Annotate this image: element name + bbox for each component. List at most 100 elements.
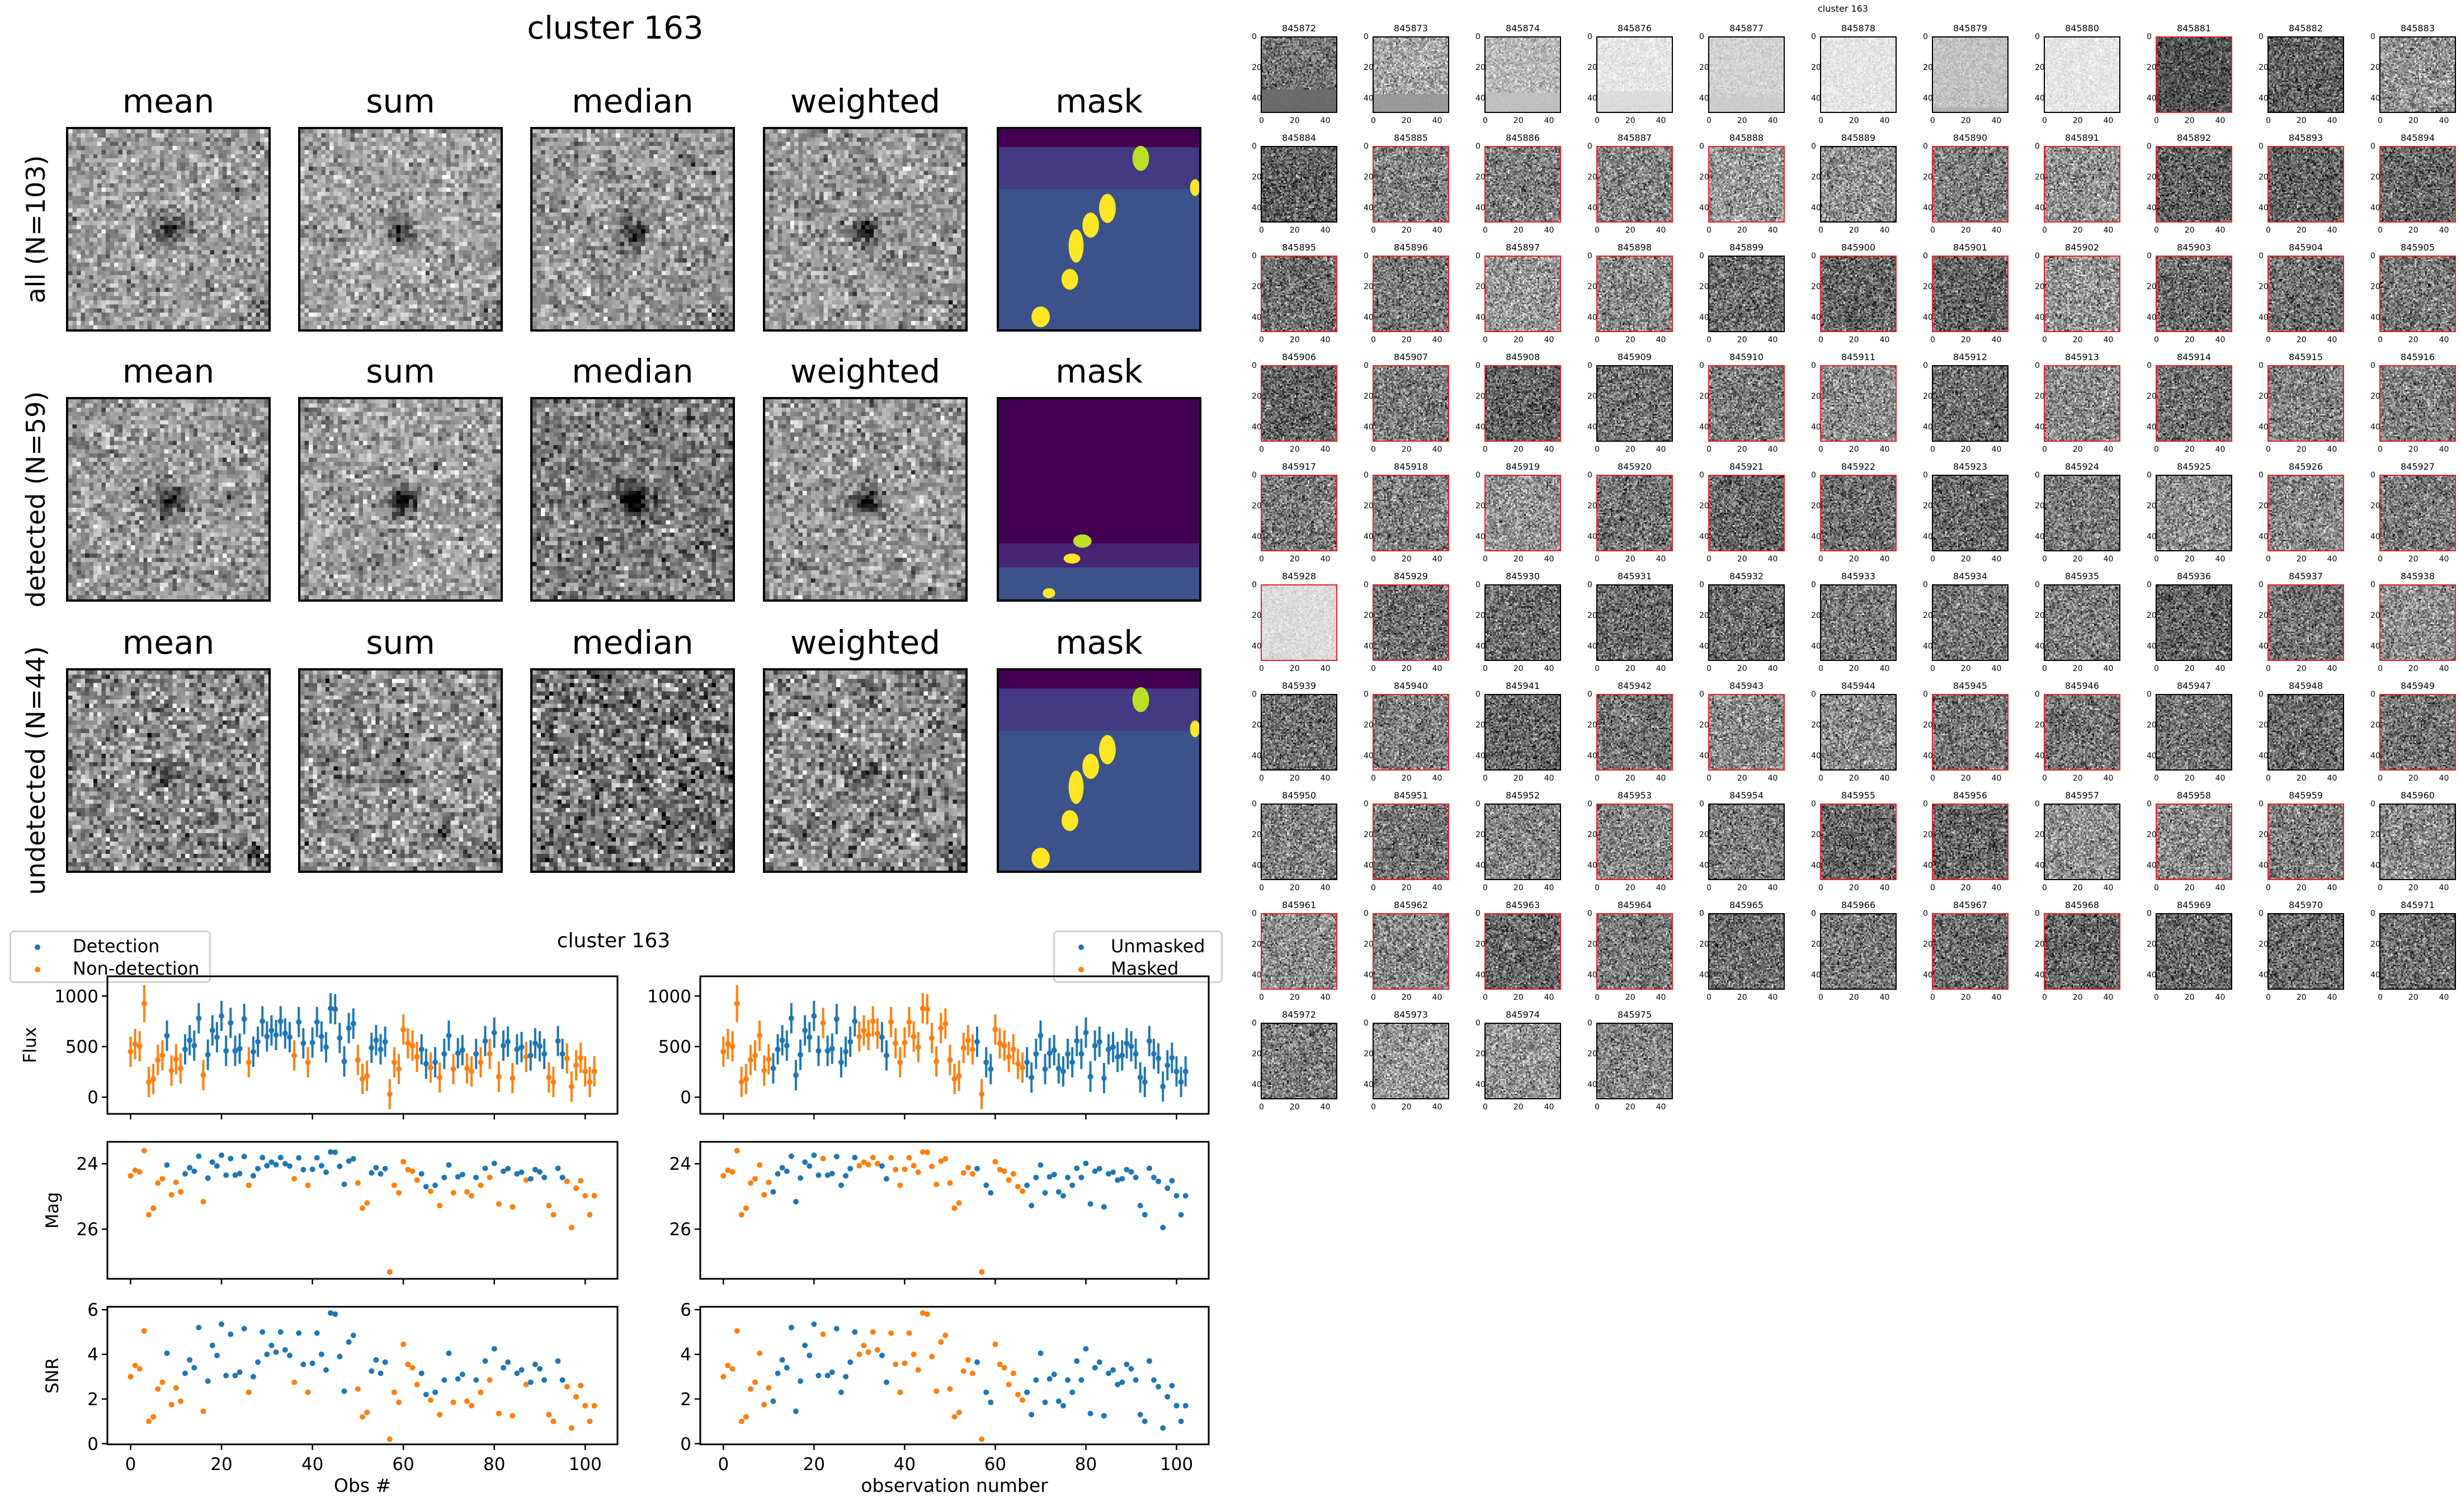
thumbnail[interactable] (1932, 36, 2009, 113)
thumbnail[interactable] (1261, 694, 1337, 771)
data-point-mag (305, 1182, 311, 1188)
data-point-flux (346, 1025, 352, 1031)
thumbnail-detected[interactable] (1261, 584, 1337, 661)
thumbnail[interactable] (2267, 36, 2344, 113)
thumbnail-detected[interactable] (1820, 256, 1897, 332)
thumbnail[interactable] (1484, 804, 1561, 880)
thumbnail[interactable] (1261, 146, 1337, 223)
image-pixels (765, 399, 965, 599)
thumbnail[interactable] (2156, 694, 2232, 771)
thumbnail[interactable] (2044, 584, 2120, 661)
thumbnail-detected[interactable] (1596, 256, 1673, 332)
thumbnail[interactable] (1484, 694, 1561, 771)
thumbnail-detected[interactable] (2379, 256, 2456, 332)
data-point-flux (437, 1074, 443, 1080)
thumbnail[interactable] (1708, 584, 1785, 661)
thumbnail-detected[interactable] (1820, 365, 1897, 442)
thumbnail[interactable] (2267, 694, 2344, 771)
thumbnail-detected[interactable] (1373, 475, 1449, 551)
thumbnail-detected[interactable] (2379, 365, 2456, 442)
thumbnail-detected[interactable] (2267, 365, 2344, 442)
thumbnail-detected[interactable] (1596, 804, 1673, 880)
thumbnail-detected[interactable] (2379, 475, 2456, 551)
thumbnail-detected[interactable] (1596, 475, 1673, 551)
thumbnail[interactable] (2379, 36, 2456, 113)
thumbnail-detected[interactable] (1596, 146, 1673, 223)
thumbnail-detected[interactable] (1932, 694, 2009, 771)
thumbnail-detected[interactable] (1484, 475, 1561, 551)
thumbnail[interactable] (2044, 36, 2120, 113)
thumbnail[interactable] (1932, 365, 2009, 442)
thumbnail[interactable] (1820, 694, 1897, 771)
thumbnail-y-tick: 40 (1475, 313, 1486, 322)
thumbnail[interactable] (1708, 804, 1785, 880)
thumbnail[interactable] (1484, 36, 1561, 113)
thumbnail-detected[interactable] (2044, 256, 2120, 332)
thumbnail[interactable] (1708, 256, 1785, 332)
thumbnail[interactable] (2156, 475, 2232, 551)
thumbnail-detected[interactable] (2379, 694, 2456, 771)
thumbnail[interactable] (1820, 584, 1897, 661)
thumbnail-x-tick: 0 (1930, 555, 1935, 564)
thumbnail-detected[interactable] (2379, 584, 2456, 661)
thumbnail-detected[interactable] (1261, 365, 1337, 442)
thumbnail-detected[interactable] (1708, 146, 1785, 223)
thumbnail-detected[interactable] (2044, 365, 2120, 442)
thumbnail[interactable] (1596, 365, 1673, 442)
thumbnail-detected[interactable] (2156, 256, 2232, 332)
data-point-mag (879, 1163, 885, 1169)
thumbnail-x-tick: 20 (1513, 883, 1524, 892)
thumbnail-detected[interactable] (1484, 365, 1561, 442)
thumbnail-detected[interactable] (2156, 36, 2232, 113)
thumbnail-detected[interactable] (1373, 146, 1449, 223)
thumbnail-x-tick: 0 (1259, 445, 1264, 454)
data-point-mag (191, 1168, 197, 1174)
thumbnail-x-tick: 40 (1432, 445, 1442, 454)
thumbnail[interactable] (1261, 36, 1337, 113)
thumbnail[interactable] (2156, 584, 2232, 661)
thumbnail-detected[interactable] (1708, 694, 1785, 771)
data-point-snr (591, 1402, 597, 1409)
thumbnail[interactable] (1708, 36, 1785, 113)
thumbnail-detected[interactable] (1484, 256, 1561, 332)
thumbnail-detected[interactable] (2156, 146, 2232, 223)
data-point-snr (405, 1362, 411, 1368)
thumbnail-detected[interactable] (1708, 365, 1785, 442)
thumbnail-detected[interactable] (2267, 475, 2344, 551)
thumbnail[interactable] (1932, 584, 2009, 661)
thumbnail-detected[interactable] (1373, 365, 1449, 442)
thumbnail-detected[interactable] (1373, 256, 1449, 332)
thumbnail-detected[interactable] (1261, 475, 1337, 551)
stack-image-sum (298, 397, 503, 602)
data-point-mag (150, 1205, 157, 1211)
thumbnail-detected[interactable] (1708, 475, 1785, 551)
thumbnail-detected[interactable] (2267, 146, 2344, 223)
thumbnail-detected[interactable] (2267, 256, 2344, 332)
thumbnail-detected[interactable] (2156, 365, 2232, 442)
thumbnail-detected[interactable] (1932, 146, 2009, 223)
thumbnail-detected[interactable] (2267, 584, 2344, 661)
thumbnail-detected[interactable] (1596, 694, 1673, 771)
thumbnail-detected[interactable] (1484, 146, 1561, 223)
thumbnail-detected[interactable] (1261, 256, 1337, 332)
thumbnail-detected[interactable] (1373, 584, 1449, 661)
thumbnail-detected[interactable] (1820, 475, 1897, 551)
thumbnail[interactable] (1373, 36, 1449, 113)
thumbnail-detected[interactable] (2044, 694, 2120, 771)
thumbnail-detected[interactable] (1373, 804, 1449, 880)
thumbnail[interactable] (1932, 475, 2009, 551)
data-point-flux (883, 1052, 889, 1059)
thumbnail[interactable] (1261, 804, 1337, 880)
thumbnail[interactable] (1484, 584, 1561, 661)
thumbnail[interactable] (1596, 36, 1673, 113)
thumbnail[interactable] (2044, 475, 2120, 551)
data-point-snr (1046, 1376, 1053, 1382)
thumbnail[interactable] (1596, 584, 1673, 661)
thumbnail-detected[interactable] (1373, 694, 1449, 771)
thumbnail-detected[interactable] (1932, 256, 2009, 332)
thumbnail[interactable] (1820, 146, 1897, 223)
mask-image (997, 127, 1201, 332)
thumbnail-detected[interactable] (2379, 146, 2456, 223)
thumbnail[interactable] (1820, 36, 1897, 113)
thumbnail-detected[interactable] (2044, 146, 2120, 223)
